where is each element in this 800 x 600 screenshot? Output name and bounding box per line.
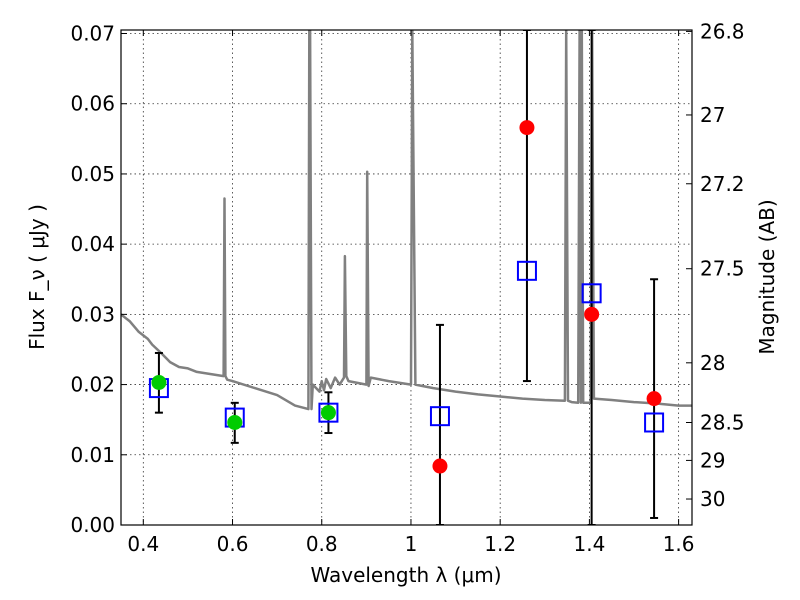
model-flux-square [318, 402, 339, 423]
x-tick-label: 1.6 [663, 532, 695, 556]
plot-frame [120, 29, 693, 526]
y-tick-label: 0.01 [70, 443, 115, 467]
right-tick-label: 27.5 [700, 257, 745, 281]
data-markers [148, 120, 665, 474]
x-tick-label: 0.4 [127, 532, 159, 556]
right-tick-label: 28.5 [700, 410, 745, 434]
x-tick-label: 1 [405, 532, 418, 556]
detection-point [227, 414, 243, 430]
sed-model-curve [121, 30, 692, 411]
right-tick-label: 27 [700, 103, 725, 127]
right-tick-label: 30 [700, 487, 725, 511]
x-axis-label: Wavelength λ (μm) [310, 563, 501, 587]
y-tick-label: 0.04 [70, 232, 115, 256]
right-tick-label: 26.8 [700, 19, 745, 43]
y-tick-label: 0.00 [70, 513, 115, 537]
model-flux-square [644, 412, 665, 433]
red-flux-point [646, 391, 662, 407]
y-tick-label: 0.02 [70, 373, 115, 397]
detection-point [151, 374, 167, 390]
model-flux-square [429, 406, 450, 427]
red-flux-point [519, 120, 535, 136]
y-tick-label: 0.05 [70, 162, 115, 186]
y-tick-label: 0.07 [70, 22, 115, 46]
model-flux-square [581, 283, 602, 304]
right-tick-label: 28 [700, 351, 725, 375]
model-flux-square [516, 260, 537, 281]
x-tick-labels: 0.4 0.6 0.8 1 1.2 1.4 1.6 [127, 532, 694, 556]
right-axis-label: Magnitude (AB) [755, 199, 779, 354]
right-tick-labels: 26.8 27 27.2 27.5 28 28.5 29 30 [700, 19, 745, 511]
y-tick-labels: 0.00 0.01 0.02 0.03 0.04 0.05 0.06 0.07 [70, 22, 115, 537]
x-tick-label: 0.8 [306, 532, 338, 556]
x-tick-label: 1.4 [573, 532, 605, 556]
y-axis-label: Flux F_ν ( μJy ) [25, 204, 49, 350]
x-tick-label: 0.6 [217, 532, 249, 556]
red-flux-point [432, 458, 448, 474]
red-flux-point [584, 306, 600, 322]
x-tick-label: 1.2 [484, 532, 516, 556]
grid [121, 30, 692, 526]
detection-point [320, 405, 336, 421]
y-tick-label: 0.06 [70, 92, 115, 116]
axis-ticks [121, 30, 692, 526]
right-tick-label: 27.2 [700, 172, 745, 196]
right-tick-label: 29 [700, 448, 725, 472]
y-tick-label: 0.03 [70, 302, 115, 326]
